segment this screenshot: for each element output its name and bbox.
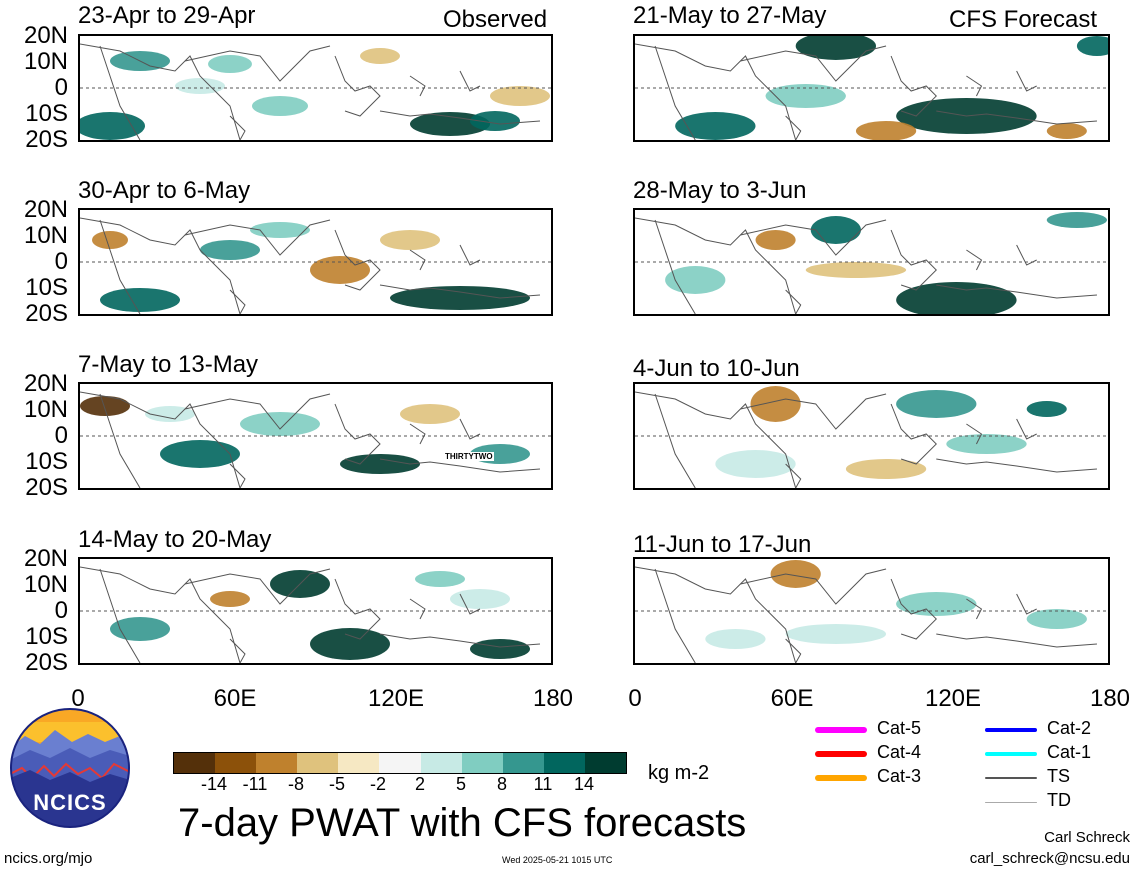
legend-label: Cat-2	[1047, 718, 1092, 738]
colorbar-cell	[543, 753, 585, 773]
legend-label: TS	[1047, 766, 1071, 786]
legend-swatch	[985, 752, 1037, 756]
colorbar-cell	[338, 753, 380, 773]
lat-label: 10S	[25, 448, 68, 475]
lon-label-right-180: 180	[1089, 685, 1131, 712]
lon-label-left-0: 0	[71, 685, 85, 712]
lat-label: 20N	[23, 22, 68, 49]
legend-swatch	[815, 727, 867, 733]
forecast-label: CFS Forecast	[949, 6, 1098, 33]
colorbar-cell	[461, 753, 503, 773]
map-panel-forecast-1	[633, 34, 1110, 142]
panel-title-observed-1: 23-Apr to 29-Apr	[78, 2, 256, 29]
colorbar-cell	[420, 753, 462, 773]
lon-label-left-60e: 60E	[213, 685, 257, 712]
legend-swatch	[815, 775, 867, 781]
lat-label: 0	[54, 74, 68, 101]
colorbar-label: -2	[369, 774, 386, 794]
lon-label-left-120e: 120E	[367, 685, 425, 712]
colorbar-label: -8	[287, 774, 304, 794]
colorbar-label: -11	[242, 774, 268, 794]
legend-swatch	[985, 777, 1037, 779]
figure-title: 7-day PWAT with CFS forecasts	[178, 801, 747, 845]
colorbar-cell	[174, 753, 216, 773]
colorbar-cell	[297, 753, 339, 773]
lon-label-right-0: 0	[628, 685, 642, 712]
lat-label: 20N	[23, 370, 68, 397]
observed-label: Observed	[443, 6, 548, 33]
lat-label: 20N	[23, 196, 68, 223]
lat-label: 10N	[23, 222, 68, 249]
legend-label: Cat-4	[877, 742, 922, 762]
legend-label: TD	[1047, 790, 1071, 810]
colorbar-units: kg m-2	[648, 762, 710, 784]
map-panel-forecast-2	[633, 208, 1110, 316]
footer-url[interactable]: ncics.org/mjo	[4, 850, 93, 867]
lat-label: 20S	[25, 474, 68, 501]
colorbar-label: 8	[496, 774, 507, 794]
colorbar-label: 5	[455, 774, 466, 794]
colorbar-cell	[215, 753, 257, 773]
panel-title-observed-3: 7-May to 13-May	[78, 351, 259, 378]
lat-label: 10S	[25, 100, 68, 127]
ncics-logo-text: NCICS	[33, 790, 107, 815]
panel-title-forecast-1: 21-May to 27-May	[633, 2, 827, 29]
lat-label: 10N	[23, 571, 68, 598]
colorbar-cell	[502, 753, 544, 773]
map-panel-forecast-4	[633, 557, 1110, 665]
lat-label: 10S	[25, 274, 68, 301]
map-panel-observed-1	[78, 34, 553, 142]
panel-title-forecast-2: 28-May to 3-Jun	[633, 177, 807, 204]
colorbar-cell	[379, 753, 421, 773]
map-panel-observed-3	[78, 382, 553, 490]
footer-email[interactable]: carl_schreck@ncsu.edu	[969, 850, 1130, 867]
legend-swatch	[815, 751, 867, 757]
map-panel-forecast-3	[633, 382, 1110, 490]
storm-label: THIRTYTWO	[444, 452, 494, 461]
lat-label: 20S	[25, 649, 68, 676]
legend-label: Cat-3	[877, 766, 922, 786]
panel-title-observed-2: 30-Apr to 6-May	[78, 177, 251, 204]
legend-swatch	[985, 802, 1037, 803]
lat-label: 0	[54, 597, 68, 624]
panel-title-observed-4: 14-May to 20-May	[78, 526, 272, 553]
lat-label: 0	[54, 248, 68, 275]
colorbar-label: 14	[573, 774, 595, 794]
map-panel-observed-4	[78, 557, 553, 665]
panel-title-forecast-4: 11-Jun to 17-Jun	[633, 531, 812, 558]
panel-title-forecast-3: 4-Jun to 10-Jun	[633, 355, 800, 382]
lat-label: 20N	[23, 545, 68, 572]
colorbar-label: 2	[414, 774, 425, 794]
legend-label: Cat-5	[877, 718, 922, 738]
colorbar-label: -14	[200, 774, 227, 794]
lat-label: 10N	[23, 396, 68, 423]
map-panel-observed-2	[78, 208, 553, 316]
lat-label: 0	[54, 422, 68, 449]
legend-swatch	[985, 728, 1037, 732]
footer-author: Carl Schreck	[1044, 829, 1130, 846]
colorbar-label: 11	[533, 774, 553, 794]
colorbar	[173, 752, 627, 774]
lat-label: 10N	[23, 48, 68, 75]
lat-label: 20S	[25, 126, 68, 153]
lon-label-right-120e: 120E	[924, 685, 982, 712]
colorbar-cell	[256, 753, 298, 773]
lat-label: 20S	[25, 300, 68, 327]
legend-label: Cat-1	[1047, 742, 1092, 762]
colorbar-label: -5	[328, 774, 345, 794]
footer-timestamp: Wed 2025-05-21 1015 UTC	[502, 855, 613, 865]
lon-label-right-60e: 60E	[770, 685, 814, 712]
lon-label-left-180: 180	[532, 685, 574, 712]
colorbar-cell	[584, 753, 627, 773]
ncics-logo: NCICS	[10, 708, 130, 828]
lat-label: 10S	[25, 623, 68, 650]
